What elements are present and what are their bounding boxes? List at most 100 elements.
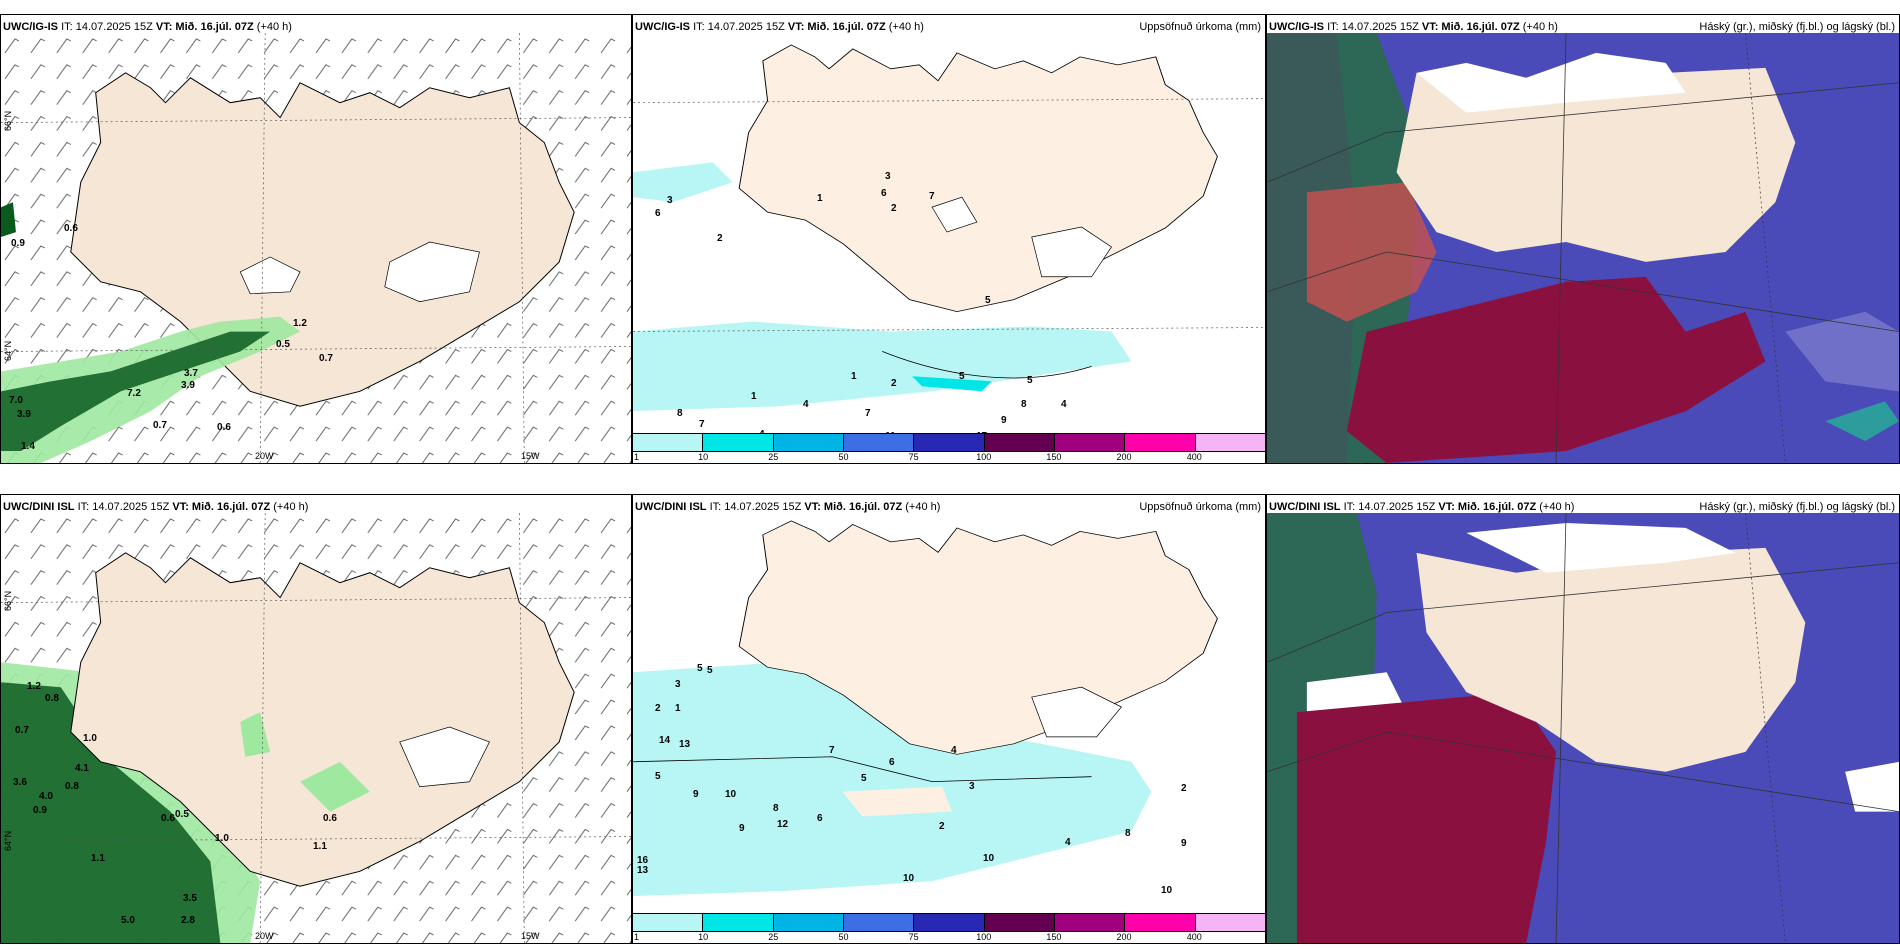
value-label: 3.7	[184, 368, 198, 379]
panel-title: UWC/DINI ISL IT: 14.07.2025 15Z VT: Mið.…	[635, 501, 940, 513]
map-area[interactable]	[1267, 33, 1899, 463]
value-label: 9	[1001, 415, 1007, 426]
value-label: 1.0	[215, 833, 229, 844]
lead-time: (+40 h)	[1522, 21, 1558, 33]
panel-title: UWC/DINI ISL IT: 14.07.2025 15Z VT: Mið.…	[3, 501, 308, 513]
value-label: 16	[637, 855, 649, 866]
value-label: 7	[865, 408, 871, 419]
lead-time: (+40 h)	[1539, 501, 1575, 513]
value-label: 5	[707, 665, 713, 676]
value-label: 1	[817, 193, 823, 204]
legend-tick: 25	[768, 452, 779, 462]
value-label: 0.9	[33, 805, 47, 816]
value-label: 3.9	[17, 409, 31, 420]
panel-title: UWC/IG-IS IT: 14.07.2025 15Z VT: Mið. 16…	[1269, 21, 1558, 33]
value-label: 4	[1065, 837, 1071, 848]
init-time: IT: 14.07.2025 15Z	[77, 501, 170, 513]
legend-tick: 100	[976, 452, 992, 462]
model-name: UWC/DINI ISL	[1269, 501, 1341, 513]
value-label: 2.8	[181, 915, 195, 926]
lat-label: 66°N	[3, 590, 13, 611]
value-label: 6	[655, 208, 661, 219]
cloud-map	[1267, 33, 1899, 463]
init-time: IT: 14.07.2025 15Z	[693, 21, 785, 33]
init-time: IT: 14.07.2025 15Z	[1327, 21, 1419, 33]
value-label: 8	[1021, 399, 1027, 410]
lat-label: 64°N	[3, 340, 13, 361]
value-label: 6	[881, 188, 887, 199]
legend-tick: 200	[1116, 452, 1132, 462]
value-label: 5	[985, 295, 991, 306]
precip-legend: 1 10 25 50 75 100 150 200 400	[633, 913, 1265, 943]
valid-time: Mið. 16.júl. 07Z	[823, 501, 903, 513]
init-time: IT: 14.07.2025 15Z	[709, 501, 802, 513]
value-label: 2	[655, 703, 661, 714]
value-label: 7	[829, 745, 835, 756]
model-name: UWC/IG-IS	[635, 21, 690, 33]
value-label: 7.2	[127, 388, 141, 399]
valid-time: Mið. 16.júl. 07Z	[1457, 501, 1537, 513]
cloud-map	[1267, 513, 1899, 943]
legend-tick: 150	[1046, 452, 1062, 462]
model-name: UWC/DINI ISL	[3, 501, 75, 513]
map-area[interactable]: 5 5 3 2 1 14 13 5 9 10 8 9 12 6 10 7 5 6…	[633, 513, 1265, 913]
panel-dini-wind: UWC/DINI ISL IT: 14.07.2025 15Z VT: Mið.…	[0, 494, 632, 944]
value-label: 6	[889, 757, 895, 768]
value-label: 4.1	[75, 763, 89, 774]
value-label: 7.0	[9, 395, 23, 406]
wind-map	[1, 33, 631, 463]
value-label: 1.0	[83, 733, 97, 744]
legend-swatch	[633, 914, 704, 931]
value-label: 0.6	[217, 422, 231, 433]
precip-legend: 1 10 25 50 75 100 150 200 400	[633, 433, 1265, 463]
legend-swatch	[1054, 914, 1126, 931]
value-label: 5.0	[121, 915, 135, 926]
legend-tick: 400	[1186, 452, 1202, 462]
legend-tick: 10	[698, 452, 709, 462]
lat-label: 66°N	[3, 110, 13, 131]
legend-tick: 50	[838, 932, 849, 942]
valid-label: VT:	[804, 501, 821, 513]
value-label: 1	[851, 371, 857, 382]
lon-label: 15W	[521, 931, 540, 941]
field-title: Uppsöfnuð úrkoma (mm)	[1139, 21, 1261, 33]
value-label: 1	[751, 391, 757, 402]
legend-swatch	[1195, 914, 1265, 931]
map-area[interactable]: 0.6 0.9 1.2 0.5 0.7 3.7 3.9 7.0 7.2 3.9 …	[1, 33, 631, 463]
value-label: 3	[969, 781, 975, 792]
value-label: 12	[777, 819, 789, 830]
map-area[interactable]: 1.2 0.8 0.7 1.0 4.1 0.8 3.6 4.0 0.9 0.6 …	[1, 513, 631, 943]
value-label: 13	[637, 865, 649, 876]
value-label: 1.2	[27, 681, 41, 692]
value-label: 1.1	[91, 853, 105, 864]
lon-label: 20W	[255, 931, 274, 941]
value-label: 3	[885, 171, 891, 182]
legend-swatch	[1195, 434, 1265, 451]
value-label: 3	[667, 195, 673, 206]
lead-time: (+40 h)	[256, 21, 292, 33]
value-label: 1.4	[21, 441, 35, 452]
wind-map	[1, 513, 631, 943]
legend-swatch	[984, 434, 1055, 451]
legend-swatch	[984, 914, 1055, 931]
panel-title: UWC/DINI ISL IT: 14.07.2025 15Z VT: Mið.…	[1269, 501, 1574, 513]
value-label: 8	[677, 408, 683, 419]
valid-label: VT:	[1438, 501, 1455, 513]
map-area[interactable]: 3 6 2 1 3 6 2 7 5 1 2 4 8 7 13 4 1 7 11 …	[633, 33, 1265, 444]
value-label: 0.6	[64, 223, 78, 234]
precip-map	[633, 520, 1218, 897]
legend-tick: 100	[976, 932, 992, 942]
map-area[interactable]	[1267, 513, 1899, 943]
valid-label: VT:	[172, 501, 189, 513]
legend-swatch	[1125, 434, 1196, 451]
field-title: Háský (gr.), miðský (fj.bl.) og lágský (…	[1699, 501, 1895, 513]
iceland-land	[70, 72, 575, 407]
model-name: UWC/IG-IS	[3, 21, 58, 33]
value-label: 10	[725, 789, 737, 800]
value-label: 2	[939, 821, 945, 832]
value-label: 7	[699, 419, 705, 430]
value-label: 3	[675, 679, 681, 690]
value-label: 2	[717, 233, 723, 244]
value-label: 0.8	[45, 693, 59, 704]
value-label: 0.8	[65, 781, 79, 792]
